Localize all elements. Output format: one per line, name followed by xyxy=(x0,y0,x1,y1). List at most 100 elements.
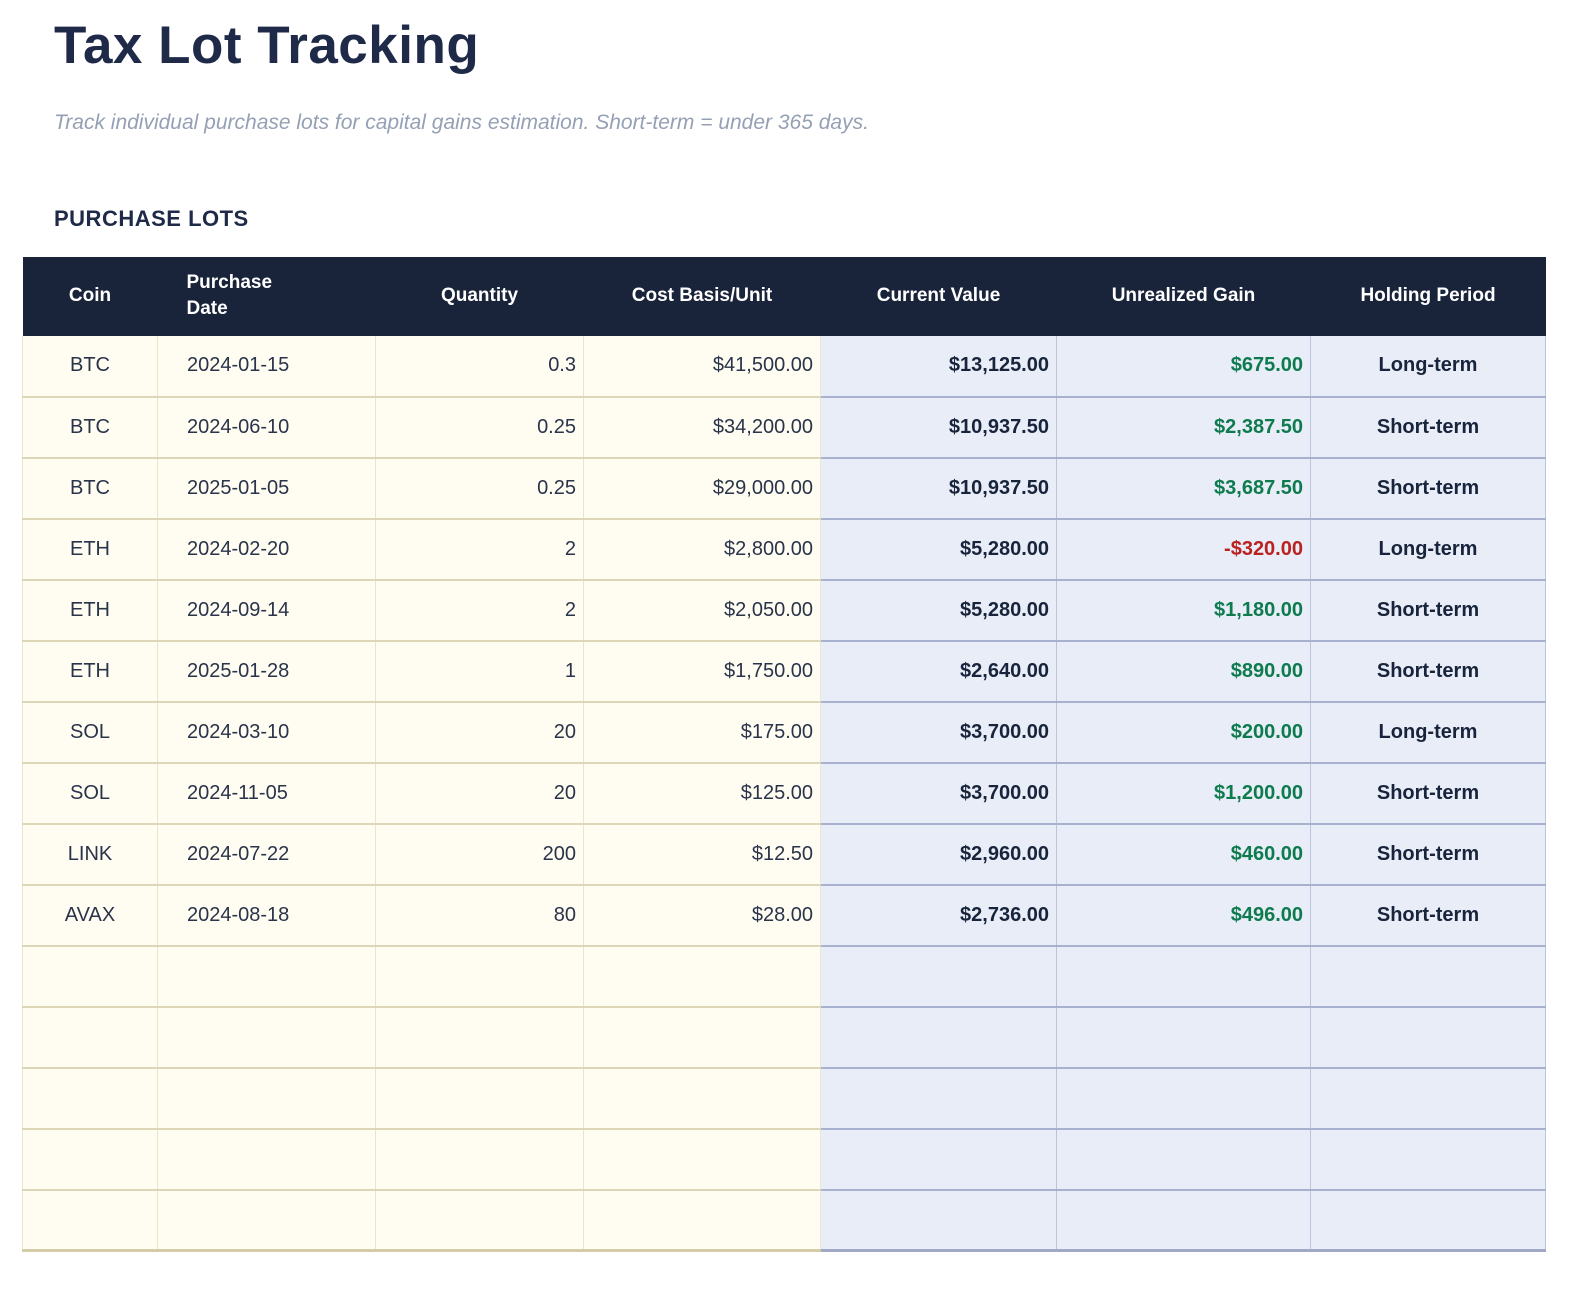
cell-coin: SOL xyxy=(22,701,158,764)
cell-holding-period xyxy=(1310,1189,1546,1253)
table-row-empty xyxy=(22,1128,1546,1191)
cell-coin: ETH xyxy=(22,518,158,581)
cell-coin: ETH xyxy=(22,579,158,642)
cell-holding-period: Short-term xyxy=(1310,640,1546,703)
cell-unrealized-gain xyxy=(1056,1067,1311,1130)
cell-coin xyxy=(22,1006,158,1069)
cell-current-value xyxy=(820,1006,1057,1069)
cell-cost-basis xyxy=(583,1067,821,1130)
table-row: BTC 2024-01-15 0.3 $41,500.00 $13,125.00 $675… xyxy=(22,335,1546,398)
cell-date xyxy=(157,1189,376,1253)
cell-unrealized-gain: $2,387.50 xyxy=(1056,396,1311,459)
section-title: PURCHASE LOTS xyxy=(54,205,249,231)
cell-current-value: $2,640.00 xyxy=(820,640,1057,703)
cell-cost-basis xyxy=(583,945,821,1008)
cell-current-value: $5,280.00 xyxy=(820,579,1057,642)
cell-coin: SOL xyxy=(22,762,158,825)
cell-date: 2024-01-15 xyxy=(157,335,376,398)
cell-quantity: 1 xyxy=(375,640,584,703)
cell-holding-period: Long-term xyxy=(1310,518,1546,581)
cell-coin: BTC xyxy=(22,457,158,520)
col-header-purchase-date: Purchase Date xyxy=(157,256,376,336)
cell-unrealized-gain: -$320.00 xyxy=(1056,518,1311,581)
cell-quantity: 0.3 xyxy=(375,335,584,398)
table-row-empty xyxy=(22,945,1546,1008)
cell-quantity: 80 xyxy=(375,884,584,947)
table-row-empty xyxy=(22,1067,1546,1130)
cell-quantity: 20 xyxy=(375,762,584,825)
cell-cost-basis: $1,750.00 xyxy=(583,640,821,703)
table-row: ETH 2025-01-28 1 $1,750.00 $2,640.00 $890.00 S… xyxy=(22,640,1546,703)
page-subtitle: Track individual purchase lots for capit… xyxy=(54,110,869,134)
col-header-holding-period: Holding Period xyxy=(1310,256,1546,336)
cell-date xyxy=(157,1006,376,1069)
cell-current-value: $2,736.00 xyxy=(820,884,1057,947)
cell-holding-period: Short-term xyxy=(1310,457,1546,520)
cell-cost-basis: $28.00 xyxy=(583,884,821,947)
col-header-unrealized-gain: Unrealized Gain xyxy=(1056,256,1311,336)
cell-date: 2024-03-10 xyxy=(157,701,376,764)
cell-current-value xyxy=(820,1128,1057,1191)
table-row: ETH 2024-02-20 2 $2,800.00 $5,280.00 -$320.00… xyxy=(22,518,1546,581)
cell-cost-basis: $2,800.00 xyxy=(583,518,821,581)
cell-holding-period xyxy=(1310,945,1546,1008)
cell-date: 2025-01-05 xyxy=(157,457,376,520)
cell-quantity xyxy=(375,1006,584,1069)
col-header-cost-basis: Cost Basis/Unit xyxy=(583,256,821,336)
cell-unrealized-gain xyxy=(1056,1006,1311,1069)
cell-unrealized-gain: $675.00 xyxy=(1056,335,1311,398)
col-header-coin: Coin xyxy=(22,256,158,336)
page-title: Tax Lot Tracking xyxy=(54,16,480,75)
cell-holding-period: Short-term xyxy=(1310,884,1546,947)
cell-coin xyxy=(22,1067,158,1130)
table-row-empty xyxy=(22,1006,1546,1069)
cell-coin: ETH xyxy=(22,640,158,703)
cell-unrealized-gain: $890.00 xyxy=(1056,640,1311,703)
cell-cost-basis xyxy=(583,1128,821,1191)
col-header-quantity: Quantity xyxy=(375,256,584,336)
cell-quantity xyxy=(375,1067,584,1130)
cell-cost-basis xyxy=(583,1006,821,1069)
cell-coin: BTC xyxy=(22,335,158,398)
cell-holding-period: Long-term xyxy=(1310,335,1546,398)
cell-date: 2024-02-20 xyxy=(157,518,376,581)
cell-quantity: 2 xyxy=(375,518,584,581)
cell-quantity: 20 xyxy=(375,701,584,764)
cell-unrealized-gain: $460.00 xyxy=(1056,823,1311,886)
cell-holding-period xyxy=(1310,1128,1546,1191)
cell-cost-basis xyxy=(583,1189,821,1253)
cell-unrealized-gain: $3,687.50 xyxy=(1056,457,1311,520)
cell-unrealized-gain: $1,180.00 xyxy=(1056,579,1311,642)
cell-date xyxy=(157,1128,376,1191)
cell-unrealized-gain xyxy=(1056,1189,1311,1253)
cell-holding-period: Short-term xyxy=(1310,823,1546,886)
cell-quantity: 2 xyxy=(375,579,584,642)
cell-unrealized-gain xyxy=(1056,945,1311,1008)
cell-date: 2024-06-10 xyxy=(157,396,376,459)
cell-current-value: $5,280.00 xyxy=(820,518,1057,581)
cell-date: 2025-01-28 xyxy=(157,640,376,703)
cell-unrealized-gain: $496.00 xyxy=(1056,884,1311,947)
cell-holding-period: Long-term xyxy=(1310,701,1546,764)
cell-coin xyxy=(22,945,158,1008)
cell-coin: AVAX xyxy=(22,884,158,947)
cell-current-value: $3,700.00 xyxy=(820,762,1057,825)
cell-current-value xyxy=(820,1067,1057,1130)
cell-coin: LINK xyxy=(22,823,158,886)
table-row: AVAX 2024-08-18 80 $28.00 $2,736.00 $496.00 Sh… xyxy=(22,884,1546,947)
cell-unrealized-gain: $200.00 xyxy=(1056,701,1311,764)
purchase-lots-table: Coin Purchase Date Quantity Cost Basis/U… xyxy=(22,256,1546,1253)
table-header: Coin Purchase Date Quantity Cost Basis/U… xyxy=(22,256,1546,336)
cell-current-value: $10,937.50 xyxy=(820,457,1057,520)
cell-cost-basis: $29,000.00 xyxy=(583,457,821,520)
cell-holding-period: Short-term xyxy=(1310,762,1546,825)
cell-date: 2024-11-05 xyxy=(157,762,376,825)
cell-holding-period: Short-term xyxy=(1310,396,1546,459)
cell-holding-period xyxy=(1310,1006,1546,1069)
cell-coin xyxy=(22,1128,158,1191)
cell-date: 2024-07-22 xyxy=(157,823,376,886)
cell-cost-basis: $2,050.00 xyxy=(583,579,821,642)
cell-date: 2024-08-18 xyxy=(157,884,376,947)
cell-coin: BTC xyxy=(22,396,158,459)
cell-cost-basis: $125.00 xyxy=(583,762,821,825)
